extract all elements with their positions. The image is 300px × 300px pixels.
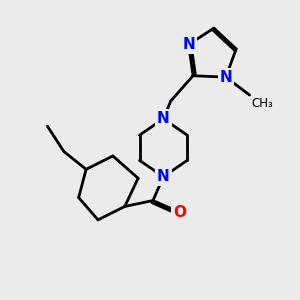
- Text: N: N: [182, 37, 195, 52]
- Text: CH₃: CH₃: [251, 97, 273, 110]
- Text: N: N: [157, 169, 170, 184]
- Text: N: N: [219, 70, 232, 85]
- Text: N: N: [157, 111, 170, 126]
- Text: O: O: [173, 205, 186, 220]
